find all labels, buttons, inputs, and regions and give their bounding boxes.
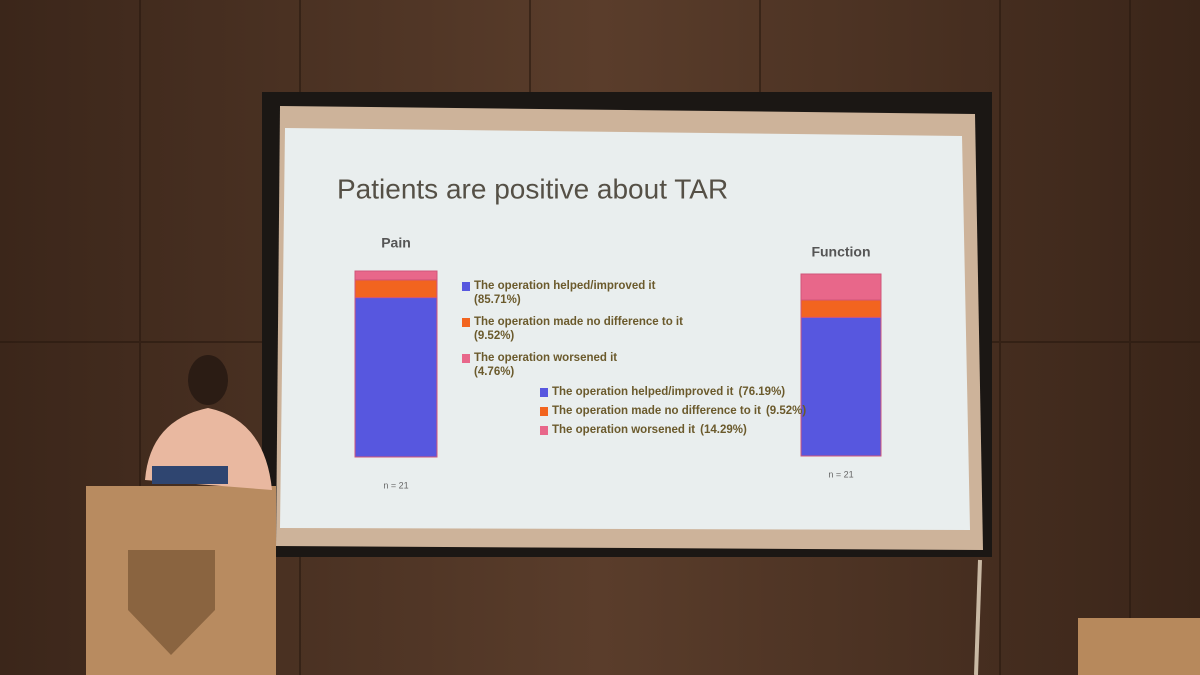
annotation: n = 21 [383, 480, 408, 490]
legend-label: The operation worsened it (4.76%) [474, 352, 617, 378]
bar-segment [354, 279, 438, 299]
legend-name: The operation worsened it [474, 352, 617, 364]
legend-label: The operation made no difference to it (9… [474, 316, 683, 342]
annotation: n = 21 [828, 469, 853, 479]
legend-label: The operation worsened it (14.29%) [552, 424, 747, 436]
legend-swatch [540, 407, 548, 416]
chart-title: Function [811, 244, 870, 260]
table [1078, 618, 1200, 675]
bar-segment [800, 299, 882, 318]
legend-swatch [540, 388, 548, 397]
legend-swatch [462, 282, 470, 291]
bar-segment [800, 273, 882, 301]
legend-value-label: (76.19%) [738, 386, 785, 398]
legend-swatch [462, 354, 470, 363]
legend-value-label: (4.76%) [474, 366, 514, 378]
legend-label: The operation helped/improved it (85.71%) [474, 280, 656, 306]
bar-segment [354, 270, 438, 281]
legend-label: The operation made no difference to it (9… [552, 405, 806, 417]
bar-segment [800, 316, 882, 457]
legend-swatch [540, 426, 548, 435]
speaker-head [188, 355, 228, 405]
legend-value-label: (85.71%) [474, 294, 521, 306]
legend-value-label: (14.29%) [700, 424, 747, 436]
chart-title: Pain [381, 235, 411, 251]
legend-value-label: (9.52%) [474, 330, 514, 342]
stand [974, 559, 982, 675]
slide [280, 128, 970, 530]
podium-crest [128, 550, 215, 655]
legend-name: The operation made no difference to it [552, 405, 761, 417]
legend-name: The operation helped/improved it [552, 386, 734, 398]
legend-value-label: (9.52%) [766, 405, 806, 417]
slide-title: Patients are positive about TAR [337, 173, 728, 204]
legend-name: The operation helped/improved it [474, 280, 656, 292]
bar-segment [354, 297, 438, 458]
legend-name: The operation made no difference to it [474, 316, 683, 328]
legend-label: The operation helped/improved it (76.19%) [552, 386, 785, 398]
legend-swatch [462, 318, 470, 327]
laptop [152, 466, 228, 484]
legend-name: The operation worsened it [552, 424, 695, 436]
